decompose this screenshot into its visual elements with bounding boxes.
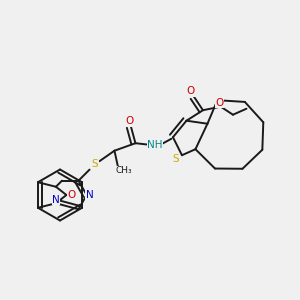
Text: O: O [68,190,76,200]
Text: N: N [52,195,60,205]
Text: N: N [86,190,94,200]
Text: S: S [92,159,98,169]
Text: S: S [172,154,179,164]
Text: O: O [215,98,223,108]
Text: O: O [125,116,134,126]
Text: CH₃: CH₃ [115,166,132,175]
Text: NH: NH [147,140,163,150]
Text: O: O [187,86,195,96]
